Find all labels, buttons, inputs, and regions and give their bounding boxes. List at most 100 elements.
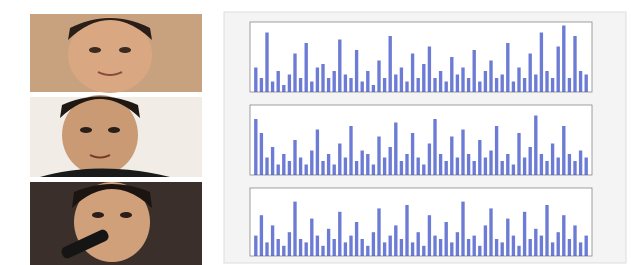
bar <box>288 161 291 175</box>
bar <box>501 161 504 175</box>
bar <box>333 165 336 176</box>
bar <box>293 54 296 93</box>
bar <box>439 239 442 256</box>
bar <box>282 85 285 92</box>
bar <box>271 82 274 93</box>
bar <box>405 205 408 256</box>
bar <box>344 158 347 176</box>
bar <box>540 154 543 175</box>
bar <box>573 225 576 256</box>
bar <box>579 71 582 92</box>
bar <box>473 236 476 256</box>
bar <box>361 151 364 176</box>
bar <box>523 78 526 92</box>
bar <box>512 165 515 176</box>
bar <box>517 246 520 256</box>
bar <box>344 242 347 256</box>
bar <box>579 151 582 176</box>
bar <box>254 119 257 175</box>
bar <box>501 242 504 256</box>
bar <box>534 116 537 176</box>
bar <box>506 43 509 92</box>
bar <box>389 147 392 175</box>
bar <box>545 71 548 92</box>
bar <box>372 232 375 256</box>
bar <box>456 75 459 93</box>
bar <box>333 71 336 92</box>
bar <box>277 165 280 176</box>
bar <box>573 161 576 175</box>
bar <box>484 225 487 256</box>
bar <box>277 239 280 256</box>
bar <box>551 78 554 92</box>
bar <box>265 33 268 93</box>
bar <box>573 36 576 92</box>
bar <box>428 47 431 93</box>
bar <box>445 82 448 93</box>
bar <box>260 215 263 256</box>
bar <box>394 123 397 176</box>
bar <box>540 236 543 256</box>
bar <box>506 154 509 175</box>
bar <box>417 158 420 176</box>
bar <box>495 239 498 256</box>
face-photo <box>30 14 202 93</box>
bar <box>310 151 313 176</box>
bar <box>254 68 257 93</box>
bar <box>383 158 386 176</box>
bar <box>484 71 487 92</box>
bar <box>422 64 425 92</box>
bar <box>383 242 386 256</box>
bar <box>540 33 543 93</box>
bar <box>585 158 588 176</box>
bar <box>349 126 352 175</box>
bar <box>529 147 532 175</box>
bar <box>366 246 369 256</box>
face-photo <box>30 95 202 177</box>
bar <box>293 202 296 256</box>
bar <box>456 232 459 256</box>
bar <box>517 133 520 175</box>
bar <box>467 239 470 256</box>
bar <box>316 68 319 93</box>
bar <box>321 246 324 256</box>
bar <box>551 242 554 256</box>
bar <box>439 154 442 175</box>
bar <box>405 154 408 175</box>
bar <box>400 161 403 175</box>
bar <box>372 85 375 92</box>
bar <box>445 161 448 175</box>
bar <box>450 242 453 256</box>
bar <box>529 54 532 93</box>
bar <box>523 212 526 256</box>
bar <box>433 236 436 256</box>
bar <box>439 71 442 92</box>
bar <box>389 236 392 256</box>
bar <box>338 212 341 256</box>
bar <box>489 208 492 256</box>
bar <box>579 242 582 256</box>
bar <box>495 78 498 92</box>
bar <box>461 202 464 256</box>
bar <box>265 158 268 176</box>
bar <box>512 236 515 256</box>
bar <box>562 26 565 93</box>
bar <box>461 68 464 93</box>
bar <box>411 54 414 93</box>
bar <box>411 133 414 175</box>
bar <box>383 78 386 92</box>
bar <box>321 64 324 92</box>
bar <box>344 75 347 93</box>
bar <box>450 57 453 92</box>
bar <box>389 36 392 92</box>
bar <box>349 236 352 256</box>
bar <box>529 239 532 256</box>
bar <box>361 239 364 256</box>
bar <box>394 225 397 256</box>
bar <box>506 219 509 256</box>
bar <box>377 61 380 93</box>
bar <box>299 78 302 92</box>
figure-canvas <box>0 0 631 265</box>
bar <box>445 222 448 256</box>
bar <box>400 239 403 256</box>
